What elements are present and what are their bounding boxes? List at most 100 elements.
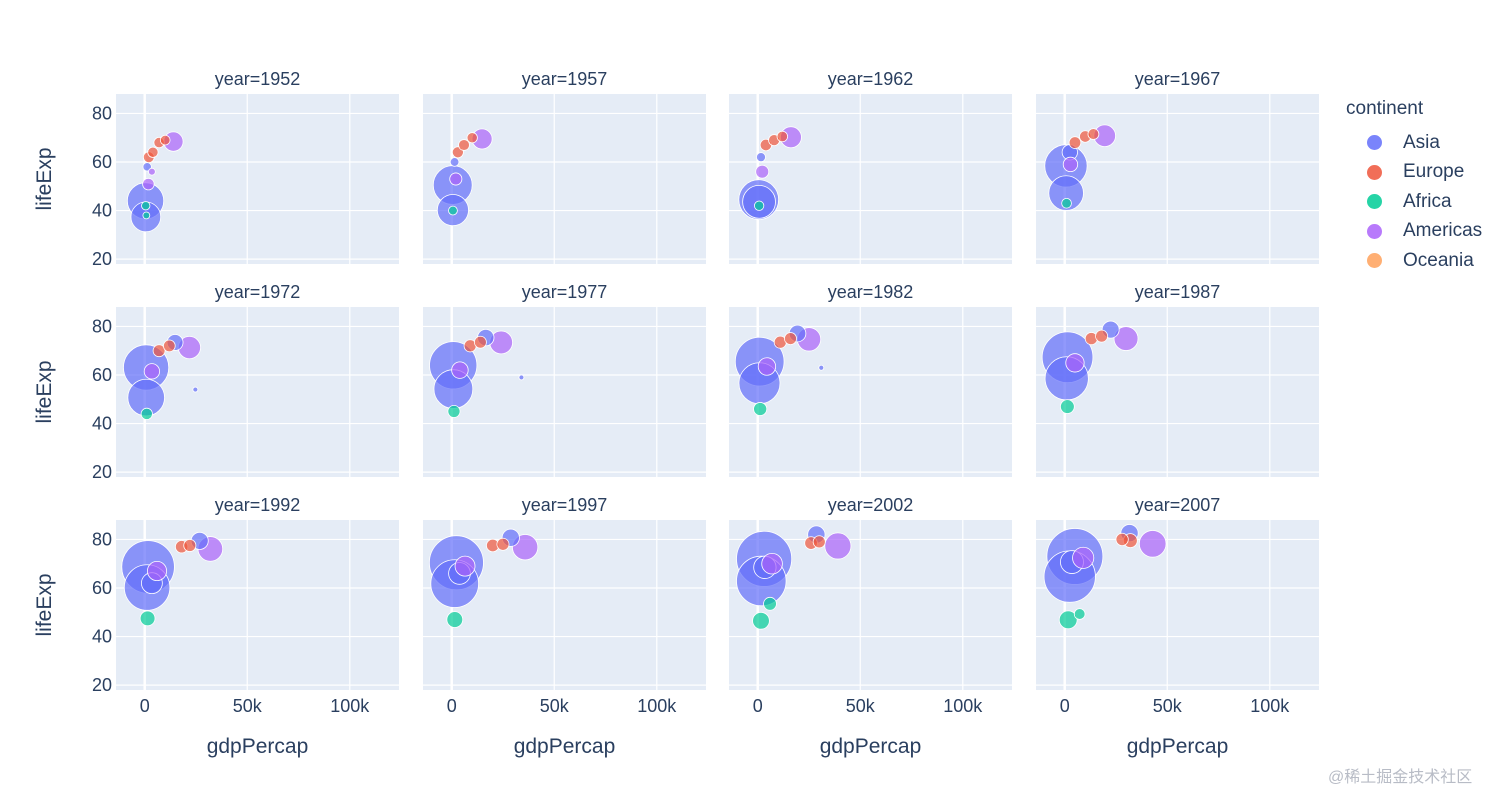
x-tick-label: 0 <box>753 696 763 716</box>
bubble-point[interactable] <box>1065 353 1085 373</box>
facet-panel: year=1967 <box>1036 69 1319 264</box>
y-tick-label: 80 <box>92 103 112 123</box>
bubble-point[interactable] <box>1060 399 1075 414</box>
legend-swatch-europe <box>1367 164 1382 180</box>
bubble-point[interactable] <box>449 172 463 186</box>
facet-title: year=2002 <box>828 495 914 515</box>
bubble-point[interactable] <box>1113 326 1139 351</box>
bubble-point[interactable] <box>447 404 461 418</box>
x-axis-label: gdpPercap <box>820 735 922 758</box>
bubble-point[interactable] <box>148 167 156 176</box>
bubble-point[interactable] <box>147 146 159 158</box>
bubble-point[interactable] <box>1062 156 1079 173</box>
legend-item-asia[interactable]: Asia <box>1346 128 1482 158</box>
x-axis-label: gdpPercap <box>514 735 616 758</box>
bubble-point[interactable] <box>474 335 487 349</box>
bubble-point[interactable] <box>1095 329 1109 343</box>
bubble-point[interactable] <box>1115 532 1129 546</box>
bubble-point[interactable] <box>757 357 777 376</box>
x-tick-label: 50k <box>233 696 263 716</box>
y-axis-label: lifeExp <box>33 147 56 210</box>
y-tick-label: 20 <box>92 675 112 695</box>
bubble-point[interactable] <box>449 157 460 167</box>
bubble-point[interactable] <box>776 130 789 143</box>
legend-item-europe[interactable]: Europe <box>1346 158 1482 188</box>
facet-title: year=1962 <box>828 69 914 89</box>
bubble-point[interactable] <box>140 407 153 420</box>
bubble-point[interactable] <box>143 363 160 380</box>
facet-title: year=1957 <box>522 69 608 89</box>
bubble-point[interactable] <box>818 364 825 371</box>
legend-swatch-americas <box>1367 223 1382 239</box>
bubble-point[interactable] <box>163 339 176 353</box>
x-axis-label: gdpPercap <box>1127 735 1229 758</box>
bubble-point[interactable] <box>1072 546 1095 569</box>
bubble-point[interactable] <box>147 561 168 581</box>
x-axis-label: gdpPercap <box>207 735 309 758</box>
facet-panel: year=1992 20 40 60 80 lifeExp 0 50k 100k gdpPerca… <box>33 495 399 758</box>
legend-item-africa[interactable]: Africa <box>1346 187 1482 217</box>
bubble-point[interactable] <box>752 611 770 630</box>
bubble-point[interactable] <box>824 532 852 560</box>
bubble-point[interactable] <box>496 537 510 551</box>
bubble-point[interactable] <box>755 164 770 179</box>
bubble-point[interactable] <box>139 610 156 627</box>
bubble-point[interactable] <box>753 402 768 416</box>
y-tick-label: 40 <box>92 627 112 647</box>
bubble-point[interactable] <box>142 211 151 220</box>
legend-item-americas[interactable]: Americas <box>1346 217 1482 247</box>
y-tick-label: 80 <box>92 316 112 336</box>
bubble-point[interactable] <box>454 555 476 577</box>
plot-background <box>729 94 1012 264</box>
facet-panel: year=2002 0 50k 100k gdpPercap <box>729 495 1012 758</box>
plot-background <box>1036 94 1319 264</box>
legend-label-americas: Americas <box>1403 220 1483 242</box>
legend-label-oceania: Oceania <box>1403 249 1474 271</box>
bubble-point[interactable] <box>159 134 171 146</box>
x-tick-label: 100k <box>637 696 677 716</box>
bubble-point[interactable] <box>446 611 464 628</box>
legend-label-asia: Asia <box>1403 131 1440 153</box>
bubble-point[interactable] <box>1138 530 1167 558</box>
legend-swatch-oceania <box>1367 253 1382 269</box>
bubble-point[interactable] <box>451 361 469 379</box>
bubble-point[interactable] <box>458 139 470 151</box>
x-tick-label: 50k <box>846 696 876 716</box>
facet-panel: year=1977 <box>423 282 706 477</box>
bubble-point[interactable] <box>466 132 478 144</box>
bubble-point[interactable] <box>761 552 783 575</box>
legend-item-oceania[interactable]: Oceania <box>1346 246 1482 276</box>
bubble-point[interactable] <box>754 200 765 211</box>
legend-title: continent <box>1346 98 1424 119</box>
bubble-point[interactable] <box>1048 175 1084 211</box>
facet-title: year=1987 <box>1135 282 1221 302</box>
bubble-point[interactable] <box>1061 198 1072 209</box>
bubble-point[interactable] <box>141 201 151 211</box>
facet-title: year=1952 <box>215 69 301 89</box>
bubble-point[interactable] <box>1087 128 1100 140</box>
bubble-point[interactable] <box>152 344 166 358</box>
y-tick-label: 80 <box>92 529 112 549</box>
bubble-point[interactable] <box>518 374 525 381</box>
facet-title: year=1997 <box>522 495 608 515</box>
facet-panel: year=1982 <box>729 282 1012 477</box>
bubble-point[interactable] <box>1058 610 1078 630</box>
x-tick-label: 50k <box>540 696 570 716</box>
y-axis-label: lifeExp <box>33 360 56 423</box>
bubble-point[interactable] <box>192 386 199 393</box>
x-tick-label: 50k <box>1153 696 1183 716</box>
facet-title: year=1982 <box>828 282 914 302</box>
y-tick-label: 60 <box>92 152 112 172</box>
bubble-point[interactable] <box>448 205 458 216</box>
bubble-point[interactable] <box>1073 608 1086 620</box>
bubble-point[interactable] <box>763 596 777 611</box>
facet-title: year=1967 <box>1135 69 1221 89</box>
bubble-point[interactable] <box>1068 136 1082 149</box>
bubble-point[interactable] <box>812 535 826 549</box>
bubble-point[interactable] <box>142 177 155 191</box>
bubble-point[interactable] <box>756 152 766 163</box>
y-axis-label: lifeExp <box>33 573 56 636</box>
bubble-point[interactable] <box>183 539 197 552</box>
bubble-point[interactable] <box>784 332 797 345</box>
